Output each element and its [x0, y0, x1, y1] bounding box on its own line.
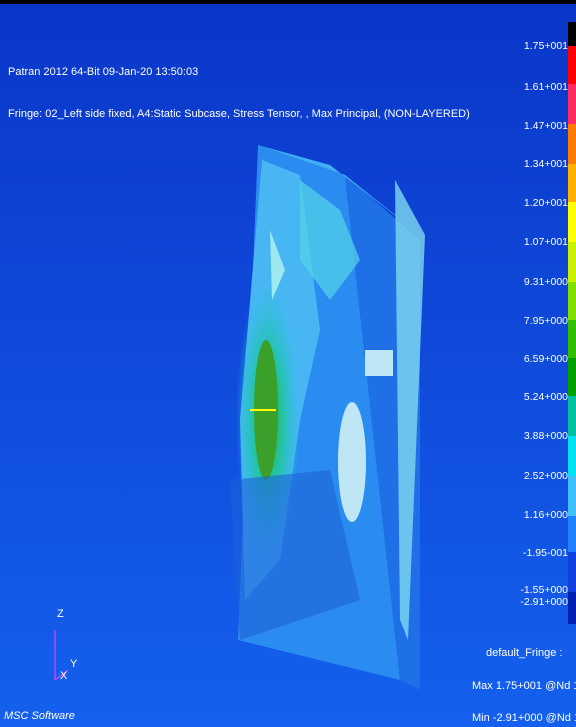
- fem-model: [230, 145, 425, 690]
- legend-label: 1.47+001: [524, 120, 568, 132]
- legend-bar: [568, 22, 576, 624]
- legend-label: 1.75+001: [524, 40, 568, 52]
- legend-label: 3.88+000: [524, 430, 568, 442]
- legend-label: 1.20+001: [524, 197, 568, 209]
- legend-label: -1.55+000: [520, 584, 568, 596]
- legend-label: 1.16+000: [524, 509, 568, 521]
- axis-label: Y: [70, 658, 78, 670]
- subtitle: Fringe: 02_Left side fixed, A4:Static Su…: [8, 108, 470, 120]
- axis-label: Z: [57, 608, 64, 620]
- logo: MSC Software: [4, 710, 75, 722]
- top-border: [0, 0, 576, 4]
- legend-label: 9.31+000: [524, 276, 568, 288]
- fringe-min: Min -2.91+000 @Nd 104: [472, 712, 576, 724]
- axis-label: X: [60, 670, 68, 682]
- fringe-max: Max 1.75+001 @Nd 1111: [472, 680, 576, 692]
- title: Patran 2012 64-Bit 09-Jan-20 13:50:03: [8, 66, 198, 78]
- viewport: Patran 2012 64-Bit 09-Jan-20 13:50:03 Fr…: [0, 0, 576, 727]
- legend-label: 1.61+001: [524, 81, 568, 93]
- legend-label: 1.34+001: [524, 158, 568, 170]
- page: {"header": {"title": "Patran 2012 64-Bit…: [0, 0, 576, 727]
- fringe-name: default_Fringe :: [486, 647, 562, 659]
- legend-label: 5.24+000: [524, 391, 568, 403]
- legend-label: 6.59+000: [524, 353, 568, 365]
- legend-label: -1.95-001: [523, 547, 568, 559]
- legend-label: 2.52+000: [524, 470, 568, 482]
- legend-label: -2.91+000: [520, 596, 568, 608]
- legend-label: 7.95+000: [524, 315, 568, 327]
- legend-label: 1.07+001: [524, 236, 568, 248]
